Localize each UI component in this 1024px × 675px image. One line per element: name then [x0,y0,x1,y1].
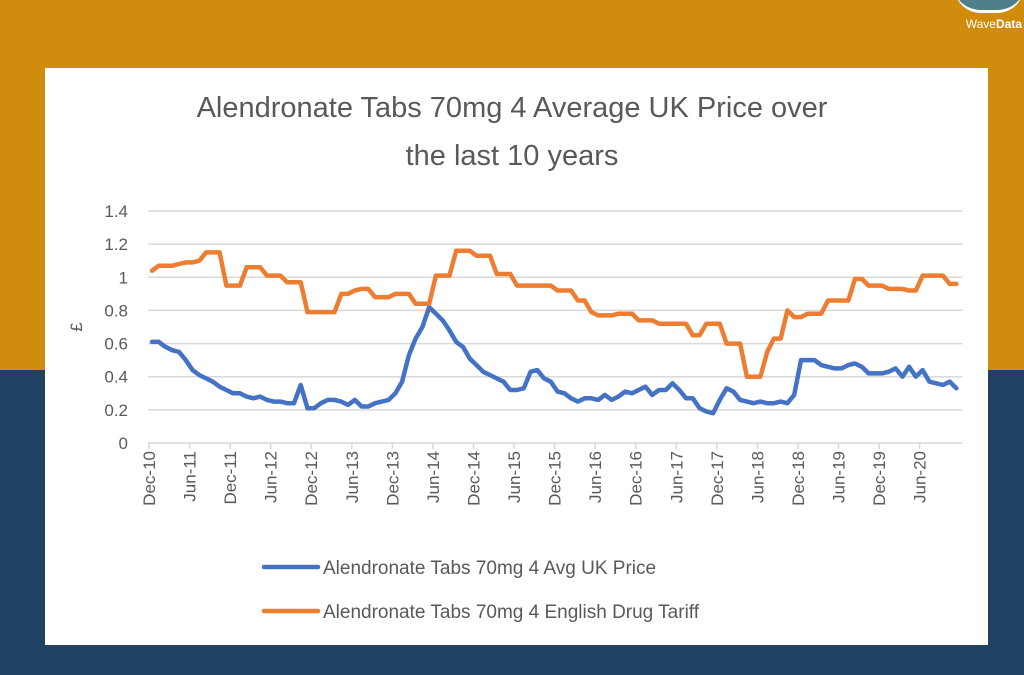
chart-title-line1: Alendronate Tabs 70mg 4 Average UK Price… [196,92,828,124]
logo-text-bold: Data [995,17,1022,31]
y-tick-label: 0.6 [104,335,128,354]
x-tick-label: Dec-16 [627,451,646,506]
x-tick-label: Dec-13 [383,451,402,506]
x-tick-label: Jun-16 [586,451,605,503]
y-tick-label: 0 [119,434,128,453]
x-tick-label: Dec-17 [708,451,727,506]
x-tick-label: Jun-18 [748,451,767,503]
y-axis-label: £ [67,322,86,332]
logo-text: WaveData [966,17,1022,31]
x-tick-label: Jun-12 [262,451,281,503]
x-tick-label: Dec-18 [789,451,808,506]
x-tick-label: Jun-13 [343,451,362,503]
x-tick-label: Jun-14 [424,451,443,503]
chart-panel [45,68,988,645]
chart-title: Alendronate Tabs 70mg 4 Average UK Price… [0,84,1024,180]
series-line-drug-tariff [149,248,959,379]
x-tick-label: Jun-17 [667,451,686,503]
legend-label: Alendronate Tabs 70mg 4 Avg UK Price [323,558,656,579]
y-tick-label: 1 [119,268,128,287]
wavedata-logo: WaveData [944,0,1024,36]
x-tick-label: Dec-14 [464,451,483,506]
y-tick-label: 0.4 [104,368,128,387]
x-tick-label: Jun-15 [505,451,524,503]
legend-label: Alendronate Tabs 70mg 4 English Drug Tar… [323,602,700,623]
series-line-avg-uk-price [149,304,959,416]
logo-text-light: Wave [965,17,996,31]
x-tick-label: Jun-11 [181,451,200,502]
x-tick-label: Dec-12 [302,451,321,506]
chart-title-line2: the last 10 years [405,140,619,172]
x-tick-label: Dec-15 [546,451,565,506]
x-tick-label: Dec-10 [140,451,159,506]
y-tick-label: 1.4 [104,202,128,221]
y-tick-label: 0.8 [104,301,128,320]
logo-wave-icon [954,0,1024,13]
y-tick-label: 1.2 [104,235,128,254]
y-tick-label: 0.2 [104,401,128,420]
x-tick-label: Jun-19 [830,451,849,503]
x-tick-label: Jun-20 [911,451,930,503]
x-tick-label: Dec-19 [870,451,889,506]
x-tick-label: Dec-11 [221,451,240,505]
